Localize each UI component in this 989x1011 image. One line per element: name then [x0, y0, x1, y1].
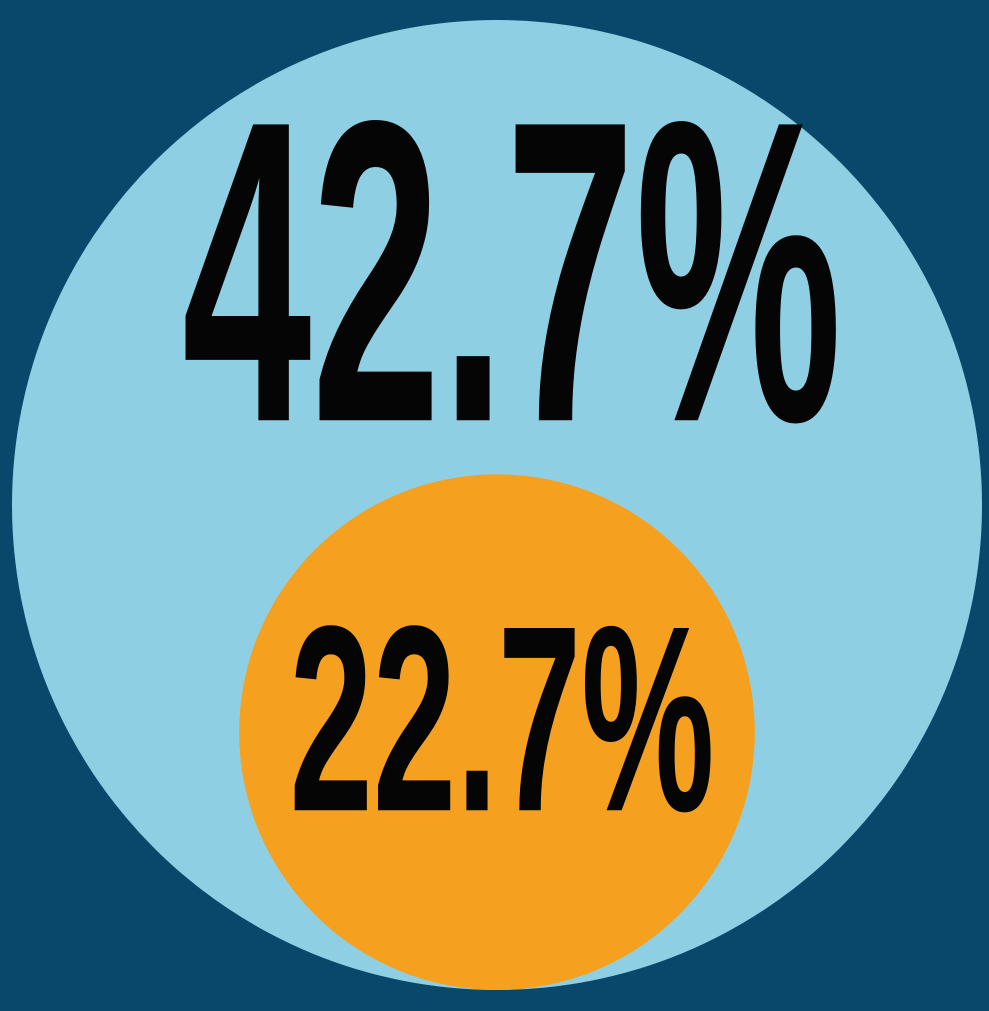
value-label: 42.7% [182, 32, 842, 512]
value-label: 22.7% [290, 571, 715, 867]
bubble [239, 474, 755, 991]
